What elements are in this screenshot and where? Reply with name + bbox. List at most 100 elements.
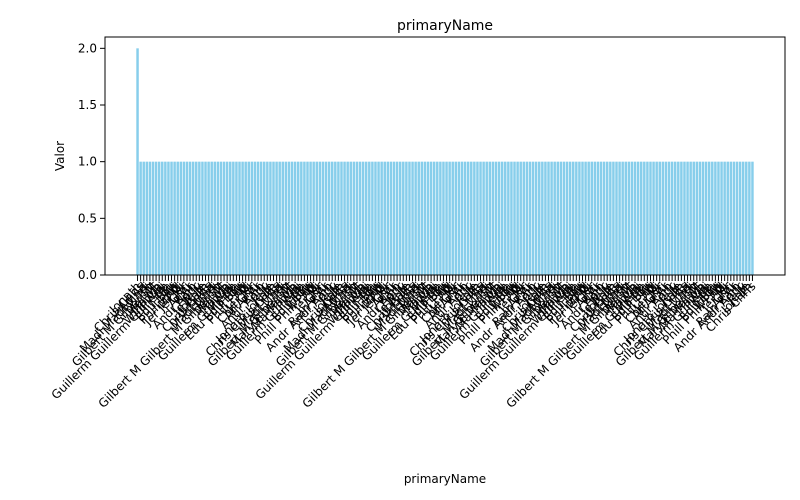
bar bbox=[334, 161, 337, 275]
bar bbox=[371, 161, 374, 275]
bar bbox=[263, 161, 266, 275]
bar bbox=[358, 161, 362, 275]
bar bbox=[686, 161, 689, 275]
bar bbox=[417, 161, 420, 275]
bar bbox=[161, 161, 164, 275]
bar bbox=[374, 161, 377, 275]
bar bbox=[525, 161, 529, 275]
bar bbox=[714, 161, 717, 275]
bar bbox=[210, 161, 213, 275]
bar bbox=[398, 161, 402, 275]
bar bbox=[673, 161, 677, 275]
bar bbox=[383, 161, 386, 275]
bar bbox=[442, 161, 445, 275]
y-tick-label: 1.5 bbox=[78, 98, 97, 112]
bar bbox=[368, 161, 371, 275]
bar bbox=[652, 161, 655, 275]
bar bbox=[340, 161, 343, 275]
bar bbox=[272, 161, 275, 275]
bar bbox=[411, 161, 414, 275]
bar bbox=[519, 161, 522, 275]
bar bbox=[504, 161, 507, 275]
bar bbox=[300, 161, 303, 275]
bar bbox=[364, 161, 368, 275]
bar bbox=[154, 161, 158, 275]
bar bbox=[142, 161, 145, 275]
bar bbox=[324, 161, 328, 275]
bar bbox=[392, 161, 396, 275]
bar bbox=[315, 161, 318, 275]
bar bbox=[745, 161, 748, 275]
bar bbox=[587, 161, 590, 275]
bar bbox=[287, 161, 291, 275]
bar bbox=[176, 161, 179, 275]
bar bbox=[698, 161, 702, 275]
bar bbox=[507, 161, 510, 275]
bar bbox=[145, 161, 149, 275]
bar bbox=[624, 161, 627, 275]
bar bbox=[667, 161, 671, 275]
bar bbox=[235, 161, 238, 275]
bar bbox=[655, 161, 658, 275]
bar bbox=[670, 161, 674, 275]
bar bbox=[439, 161, 442, 275]
bar bbox=[414, 161, 417, 275]
bar bbox=[741, 161, 745, 275]
bar bbox=[157, 161, 161, 275]
bar bbox=[683, 161, 686, 275]
bar bbox=[723, 161, 726, 275]
bar bbox=[259, 161, 263, 275]
bar bbox=[330, 161, 334, 275]
bar bbox=[538, 161, 541, 275]
bar bbox=[550, 161, 553, 275]
bar bbox=[225, 161, 229, 275]
bar bbox=[256, 161, 260, 275]
bar bbox=[290, 161, 294, 275]
bar bbox=[321, 161, 325, 275]
bar bbox=[680, 161, 683, 275]
bar bbox=[219, 161, 223, 275]
bar bbox=[213, 161, 217, 275]
bar bbox=[689, 161, 692, 275]
y-tick-label: 2.0 bbox=[78, 41, 97, 55]
bar bbox=[618, 161, 621, 275]
bar bbox=[497, 161, 501, 275]
bar bbox=[349, 161, 352, 275]
bar bbox=[581, 161, 584, 275]
y-axis-ticks: 0.0 0.5 1.0 1.5 2.0 bbox=[78, 41, 105, 282]
bar bbox=[556, 161, 560, 275]
bar bbox=[531, 161, 535, 275]
bar bbox=[306, 161, 309, 275]
bar bbox=[643, 161, 646, 275]
bar bbox=[346, 161, 349, 275]
bar bbox=[701, 161, 705, 275]
bar bbox=[386, 161, 390, 275]
bar bbox=[627, 161, 631, 275]
chart-title: primaryName bbox=[397, 18, 493, 34]
plot-frame bbox=[104, 36, 786, 276]
x-tick-marks bbox=[137, 275, 753, 281]
bar bbox=[605, 161, 609, 275]
bar bbox=[473, 161, 476, 275]
bar bbox=[633, 161, 637, 275]
bar bbox=[250, 161, 254, 275]
bar bbox=[460, 161, 464, 275]
bar bbox=[565, 161, 569, 275]
bar bbox=[553, 161, 556, 275]
bar bbox=[494, 161, 498, 275]
bar bbox=[337, 161, 340, 275]
bar bbox=[615, 161, 618, 275]
bar bbox=[167, 161, 170, 275]
bar bbox=[179, 161, 183, 275]
bar bbox=[296, 161, 300, 275]
bar bbox=[139, 161, 142, 275]
bar bbox=[309, 161, 312, 275]
bar bbox=[612, 161, 615, 275]
bar bbox=[630, 161, 634, 275]
bar bbox=[343, 161, 346, 275]
bar bbox=[395, 161, 399, 275]
bar bbox=[445, 161, 448, 275]
bar bbox=[720, 161, 723, 275]
y-axis-label: Valor bbox=[53, 141, 67, 171]
